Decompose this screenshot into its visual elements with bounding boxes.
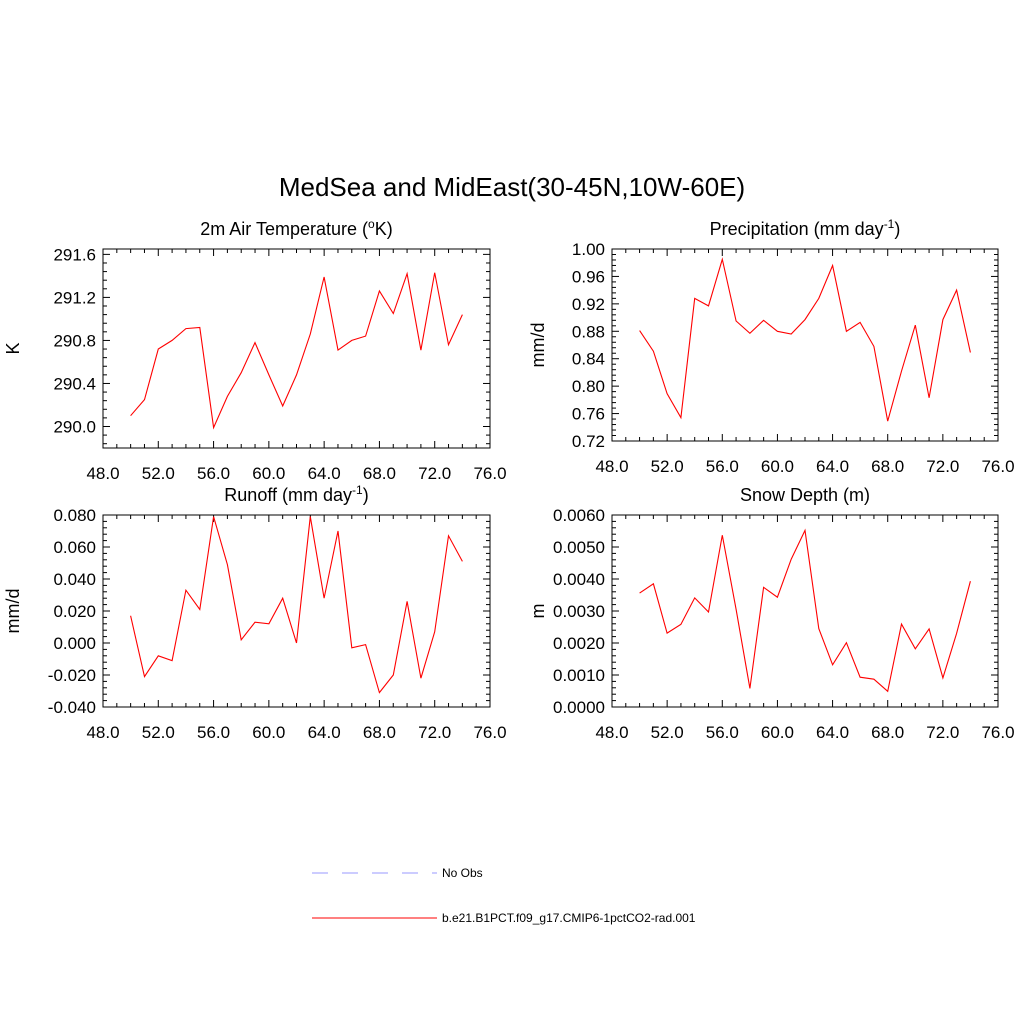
y-tick-label: 0.0020 xyxy=(553,634,605,653)
y-tick-label: 0.84 xyxy=(572,350,605,369)
y-tick-label: -0.040 xyxy=(48,698,96,717)
panel-title: Snow Depth (m) xyxy=(740,485,870,505)
panel-title-text: Snow Depth (m) xyxy=(740,485,870,505)
y-tick-label: 290.4 xyxy=(53,374,96,393)
panel-title-suffix: K) xyxy=(375,219,393,239)
y-tick-label: 291.2 xyxy=(53,288,96,307)
y-tick-label: 0.000 xyxy=(53,634,96,653)
y-tick-label: 290.8 xyxy=(53,331,96,350)
panel-title-text: 2m Air Temperature ( xyxy=(200,219,368,239)
main-title: MedSea and MidEast(30-45N,10W-60E) xyxy=(279,172,745,202)
plot-frame xyxy=(102,248,491,449)
y-tick-label: 0.92 xyxy=(572,295,605,314)
x-tick-label: 68.0 xyxy=(871,723,904,742)
x-tick-label: 64.0 xyxy=(308,464,341,483)
plot-frame xyxy=(611,514,999,708)
legend-label: No Obs xyxy=(442,866,483,880)
x-tick-label: 64.0 xyxy=(816,723,849,742)
legend-label: b.e21.B1PCT.f09_g17.CMIP6-1pctCO2-rad.00… xyxy=(442,911,696,925)
x-tick-label: 52.0 xyxy=(142,723,175,742)
y-tick-label: 0.0030 xyxy=(553,602,605,621)
x-tick-label: 64.0 xyxy=(816,457,849,476)
x-tick-label: 60.0 xyxy=(252,464,285,483)
x-tick-label: 60.0 xyxy=(761,457,794,476)
x-tick-label: 76.0 xyxy=(473,723,506,742)
legend-entry: b.e21.B1PCT.f09_g17.CMIP6-1pctCO2-rad.00… xyxy=(312,911,696,925)
y-tick-label: 0.80 xyxy=(572,377,605,396)
y-tick-label: 1.00 xyxy=(572,240,605,259)
y-axis-label: m xyxy=(528,604,548,619)
y-tick-label: 0.96 xyxy=(572,267,605,286)
panel-title-suffix: ) xyxy=(894,219,900,239)
y-tick-label: 0.040 xyxy=(53,570,96,589)
panel-title-text: Runoff (mm day xyxy=(224,485,352,505)
x-tick-label: 68.0 xyxy=(363,464,396,483)
y-tick-label: 0.0060 xyxy=(553,506,605,525)
x-tick-label: 64.0 xyxy=(308,723,341,742)
y-tick-label: 0.88 xyxy=(572,322,605,341)
x-tick-label: 48.0 xyxy=(86,464,119,483)
y-tick-label: 0.72 xyxy=(572,432,605,451)
panel-title-text: Precipitation (mm day xyxy=(710,219,884,239)
panel-title: Precipitation (mm day-1) xyxy=(710,217,901,239)
panel-2: 48.0 52.0 56.0 60.0 64.0 68.0 72.0 76.0 0.72 0.76… xyxy=(528,217,1015,476)
x-tick-label: 48.0 xyxy=(86,723,119,742)
x-tick-label: 56.0 xyxy=(706,457,739,476)
series-line xyxy=(130,271,463,430)
y-tick-label: 0.0010 xyxy=(553,666,605,685)
x-tick-label: 68.0 xyxy=(871,457,904,476)
y-tick-label: -0.020 xyxy=(48,666,96,685)
x-tick-label: 48.0 xyxy=(595,457,628,476)
legend-entry: No Obs xyxy=(312,866,483,880)
x-tick-label: 60.0 xyxy=(761,723,794,742)
panel-4: 48.0 52.0 56.0 60.0 64.0 68.0 72.0 76.0 0.0000 0.… xyxy=(528,485,1015,742)
panel-title: Runoff (mm day-1) xyxy=(224,483,368,505)
x-tick-label: 56.0 xyxy=(197,464,230,483)
plot-frame xyxy=(611,248,999,442)
y-tick-label: 0.0000 xyxy=(553,698,605,717)
x-tick-label: 68.0 xyxy=(363,723,396,742)
y-tick-label: 0.060 xyxy=(53,538,96,557)
x-tick-label: 56.0 xyxy=(706,723,739,742)
panels: 48.0 52.0 56.0 60.0 64.0 68.0 72.0 76.0 290.0 290… xyxy=(3,217,1015,742)
y-tick-label: 0.0050 xyxy=(553,538,605,557)
y-tick-label: 0.080 xyxy=(53,506,96,525)
x-tick-label: 52.0 xyxy=(142,464,175,483)
series-line xyxy=(639,257,971,422)
x-tick-label: 76.0 xyxy=(473,464,506,483)
x-tick-label: 72.0 xyxy=(926,723,959,742)
y-tick-label: 0.76 xyxy=(572,405,605,424)
y-tick-label: 0.0040 xyxy=(553,570,605,589)
x-tick-label: 60.0 xyxy=(252,723,285,742)
legend: No Obs b.e21.B1PCT.f09_g17.CMIP6-1pctCO2-… xyxy=(312,866,696,925)
panel-1: 48.0 52.0 56.0 60.0 64.0 68.0 72.0 76.0 290.0 290… xyxy=(3,217,507,483)
panel-title: 2m Air Temperature (oK) xyxy=(200,217,392,239)
series-line xyxy=(130,516,463,694)
x-tick-label: 72.0 xyxy=(418,723,451,742)
x-tick-label: 56.0 xyxy=(197,723,230,742)
y-axis-label: K xyxy=(3,342,23,354)
y-tick-label: 0.020 xyxy=(53,602,96,621)
panel-title-superscript: -1 xyxy=(352,483,363,497)
panel-3: 48.0 52.0 56.0 60.0 64.0 68.0 72.0 76.0 -0.040 -0… xyxy=(3,483,507,742)
panel-title-suffix: ) xyxy=(363,485,369,505)
panel-title-superscript: -1 xyxy=(884,217,895,231)
y-tick-label: 291.6 xyxy=(53,245,96,264)
x-tick-label: 76.0 xyxy=(981,457,1014,476)
x-tick-label: 52.0 xyxy=(651,723,684,742)
x-tick-label: 48.0 xyxy=(595,723,628,742)
y-axis-label: mm/d xyxy=(3,589,23,634)
x-tick-label: 52.0 xyxy=(651,457,684,476)
panel-title-superscript: o xyxy=(368,217,375,231)
x-tick-label: 76.0 xyxy=(981,723,1014,742)
series-line xyxy=(639,528,971,693)
x-tick-label: 72.0 xyxy=(418,464,451,483)
y-tick-label: 290.0 xyxy=(53,417,96,436)
y-axis-label: mm/d xyxy=(528,323,548,368)
x-tick-label: 72.0 xyxy=(926,457,959,476)
plot-frame xyxy=(102,514,491,708)
